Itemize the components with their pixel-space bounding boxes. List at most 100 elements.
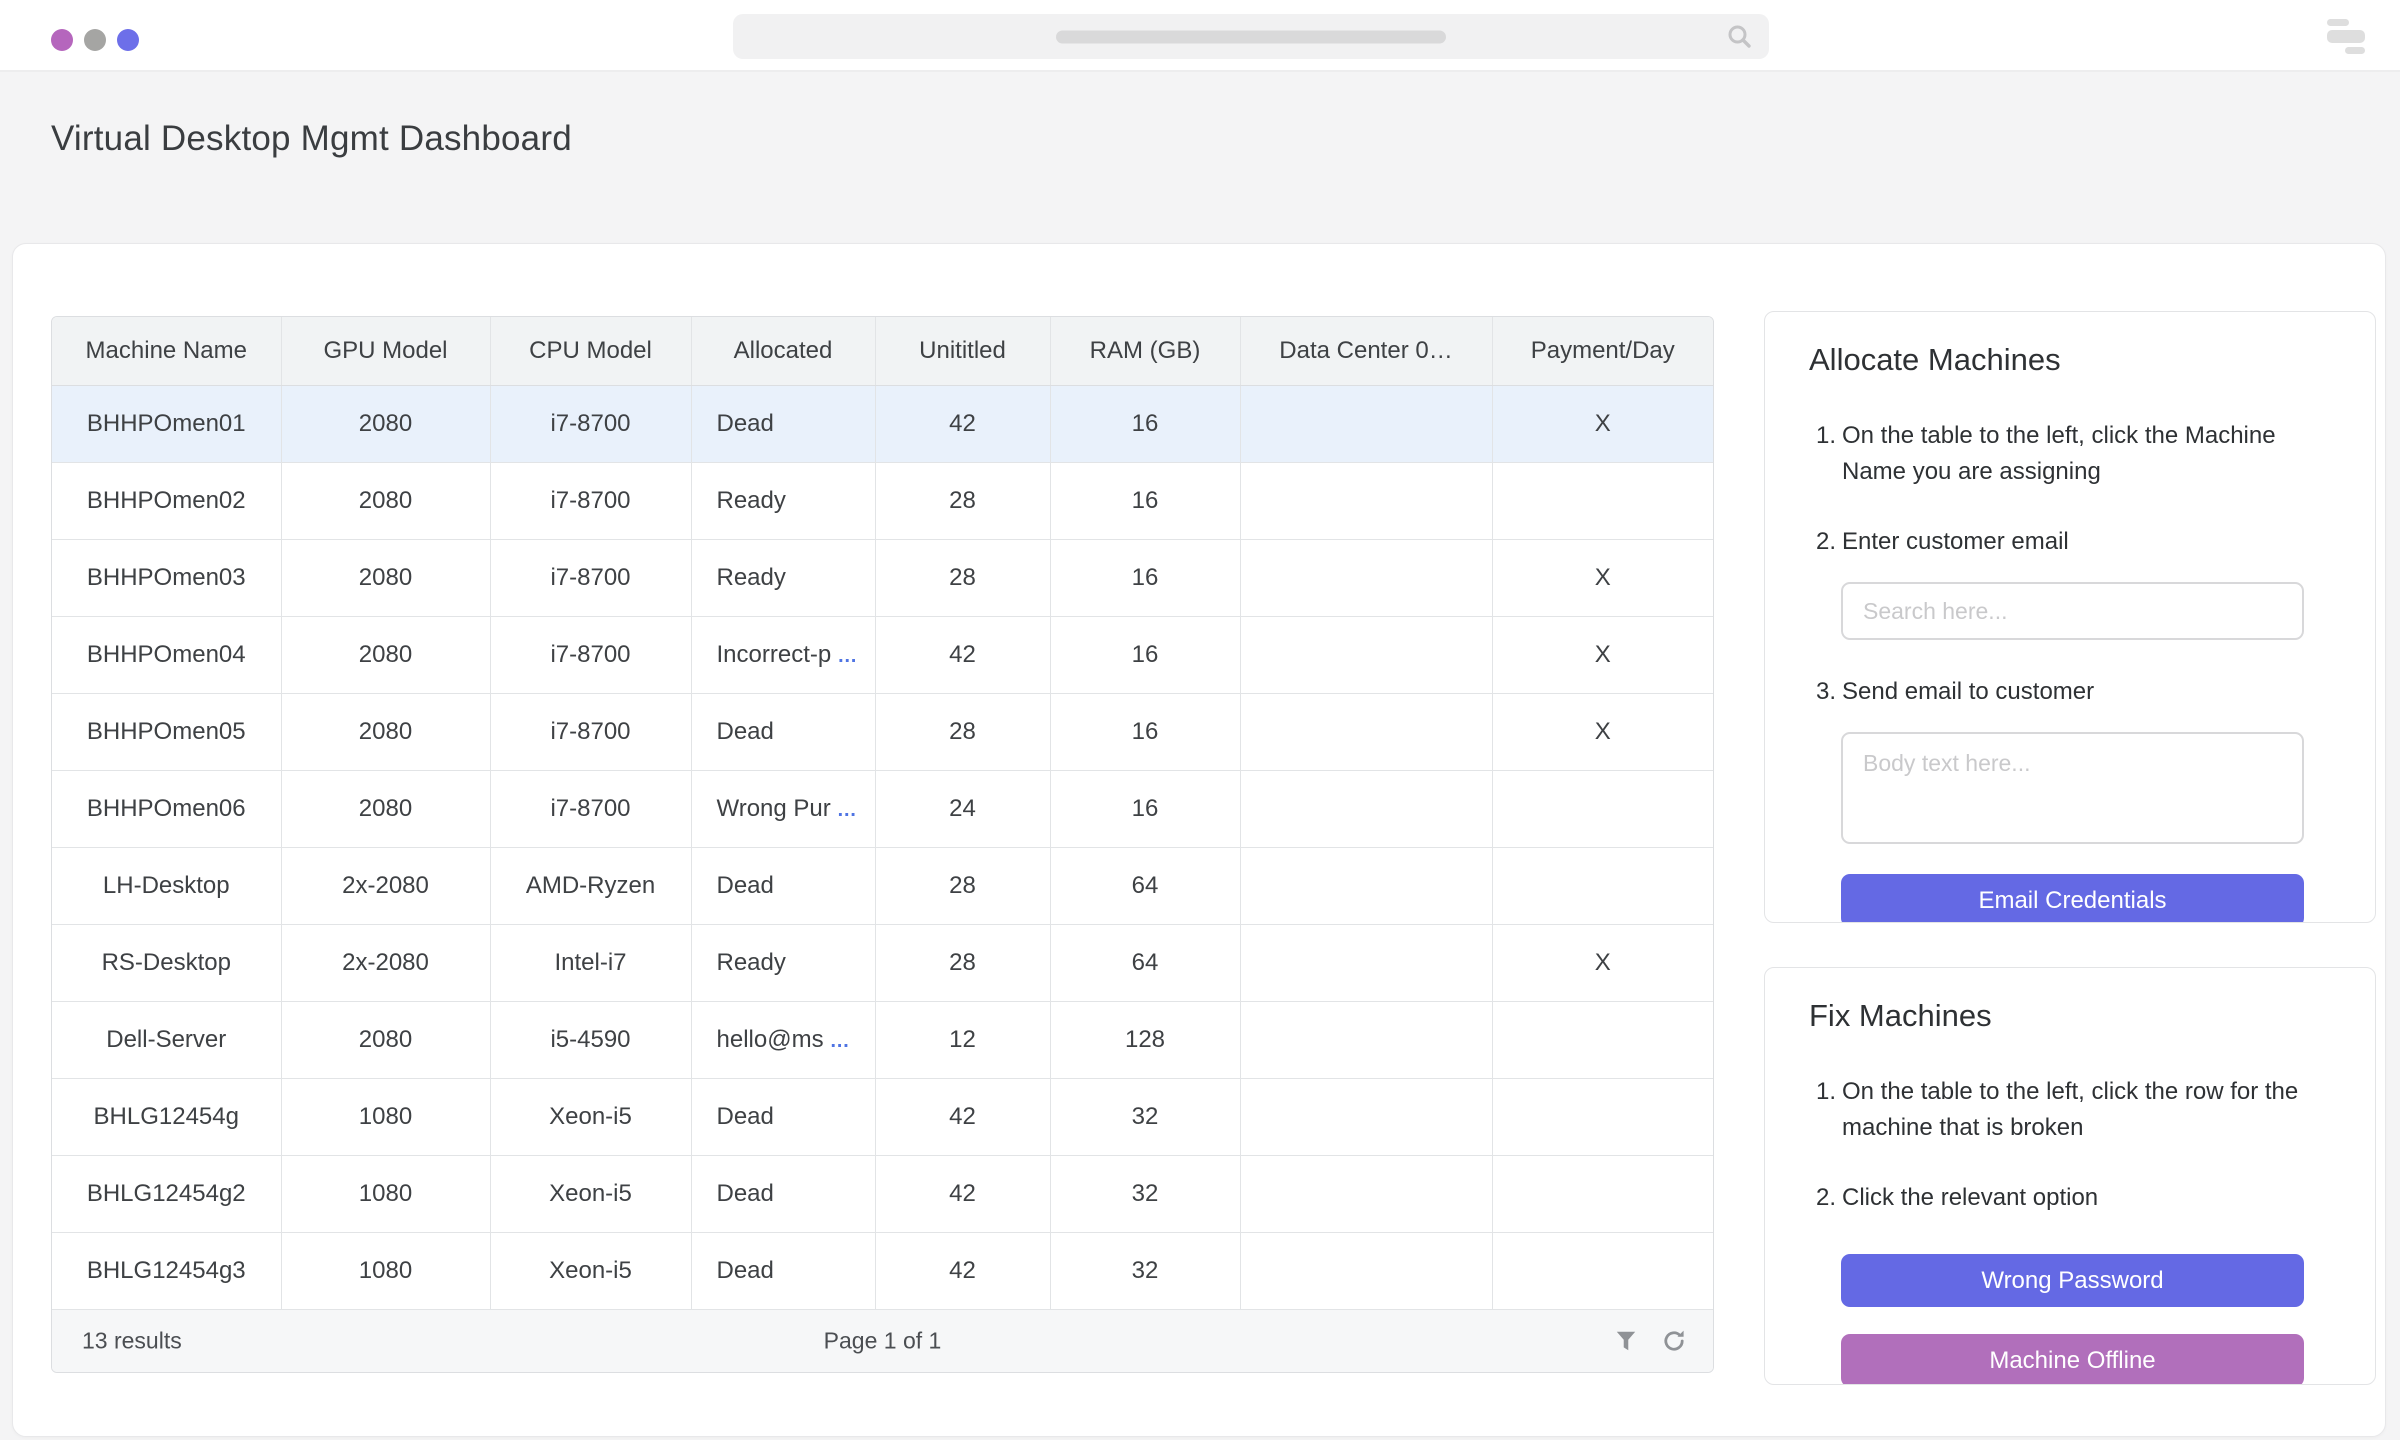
- data-center-cell[interactable]: [1240, 616, 1492, 693]
- unititled-cell[interactable]: 42: [875, 1155, 1050, 1232]
- ram-cell[interactable]: 16: [1050, 462, 1240, 539]
- allocated-cell[interactable]: Dead: [691, 1155, 875, 1232]
- email-credentials-button[interactable]: Email Credentials: [1841, 874, 2304, 923]
- cpu-model-cell[interactable]: Xeon-i5: [490, 1078, 691, 1155]
- data-center-cell[interactable]: [1240, 462, 1492, 539]
- gpu-model-cell[interactable]: 2x-2080: [281, 924, 490, 1001]
- unititled-cell[interactable]: 12: [875, 1001, 1050, 1078]
- gpu-model-cell[interactable]: 1080: [281, 1078, 490, 1155]
- ram-cell[interactable]: 32: [1050, 1232, 1240, 1309]
- ram-cell[interactable]: 64: [1050, 924, 1240, 1001]
- payment-cell[interactable]: [1492, 770, 1713, 847]
- machine-name-cell[interactable]: BHHPOmen04: [52, 616, 281, 693]
- payment-cell[interactable]: X: [1492, 385, 1713, 462]
- data-center-cell[interactable]: [1240, 385, 1492, 462]
- table-row[interactable]: BHHPOmen022080i7-8700Ready2816: [52, 462, 1713, 539]
- payment-cell[interactable]: X: [1492, 539, 1713, 616]
- truncation-ellipsis[interactable]: …: [837, 645, 858, 667]
- table-row[interactable]: BHLG12454g1080Xeon-i5Dead4232: [52, 1078, 1713, 1155]
- dot-gray[interactable]: [84, 29, 106, 51]
- allocated-cell[interactable]: hello@ms…: [691, 1001, 875, 1078]
- table-row[interactable]: RS-Desktop2x-2080Intel-i7Ready2864X: [52, 924, 1713, 1001]
- machine-name-cell[interactable]: Dell-Server: [52, 1001, 281, 1078]
- data-center-cell[interactable]: [1240, 924, 1492, 1001]
- machine-name-cell[interactable]: BHHPOmen05: [52, 693, 281, 770]
- ram-cell[interactable]: 16: [1050, 693, 1240, 770]
- cpu-model-cell[interactable]: i7-8700: [490, 693, 691, 770]
- payment-cell[interactable]: X: [1492, 693, 1713, 770]
- gpu-model-cell[interactable]: 2080: [281, 462, 490, 539]
- allocated-cell[interactable]: Dead: [691, 847, 875, 924]
- gpu-model-cell[interactable]: 2080: [281, 1001, 490, 1078]
- data-center-cell[interactable]: [1240, 770, 1492, 847]
- table-row[interactable]: BHHPOmen042080i7-8700Incorrect-p…4216X: [52, 616, 1713, 693]
- payment-cell[interactable]: X: [1492, 924, 1713, 1001]
- allocated-cell[interactable]: Ready: [691, 539, 875, 616]
- unititled-cell[interactable]: 42: [875, 1078, 1050, 1155]
- ram-cell[interactable]: 32: [1050, 1078, 1240, 1155]
- customer-email-input[interactable]: [1841, 582, 2304, 640]
- gpu-model-cell[interactable]: 2080: [281, 385, 490, 462]
- data-center-cell[interactable]: [1240, 539, 1492, 616]
- payment-cell[interactable]: [1492, 1232, 1713, 1309]
- table-row[interactable]: Dell-Server2080i5-4590hello@ms…12128: [52, 1001, 1713, 1078]
- unititled-cell[interactable]: 28: [875, 539, 1050, 616]
- cpu-model-cell[interactable]: i7-8700: [490, 462, 691, 539]
- refresh-icon[interactable]: [1661, 1328, 1687, 1354]
- payment-cell[interactable]: [1492, 847, 1713, 924]
- cpu-model-cell[interactable]: i7-8700: [490, 385, 691, 462]
- unititled-cell[interactable]: 42: [875, 385, 1050, 462]
- truncation-ellipsis[interactable]: …: [837, 799, 858, 821]
- table-row[interactable]: BHLG12454g31080Xeon-i5Dead4232: [52, 1232, 1713, 1309]
- gpu-model-cell[interactable]: 2080: [281, 693, 490, 770]
- allocated-cell[interactable]: Dead: [691, 1232, 875, 1309]
- unititled-cell[interactable]: 28: [875, 847, 1050, 924]
- dot-purple[interactable]: [51, 29, 73, 51]
- machine-offline-button[interactable]: Machine Offline: [1841, 1334, 2304, 1385]
- table-row[interactable]: BHLG12454g21080Xeon-i5Dead4232: [52, 1155, 1713, 1232]
- gpu-model-cell[interactable]: 1080: [281, 1155, 490, 1232]
- ram-cell[interactable]: 16: [1050, 539, 1240, 616]
- cpu-model-cell[interactable]: i7-8700: [490, 539, 691, 616]
- gpu-model-cell[interactable]: 2x-2080: [281, 847, 490, 924]
- allocated-cell[interactable]: Dead: [691, 385, 875, 462]
- ram-cell[interactable]: 32: [1050, 1155, 1240, 1232]
- column-header[interactable]: CPU Model: [490, 317, 691, 385]
- ram-cell[interactable]: 128: [1050, 1001, 1240, 1078]
- machine-name-cell[interactable]: BHLG12454g: [52, 1078, 281, 1155]
- unititled-cell[interactable]: 42: [875, 616, 1050, 693]
- data-center-cell[interactable]: [1240, 1155, 1492, 1232]
- cpu-model-cell[interactable]: i7-8700: [490, 616, 691, 693]
- payment-cell[interactable]: [1492, 1001, 1713, 1078]
- cpu-model-cell[interactable]: i5-4590: [490, 1001, 691, 1078]
- machine-name-cell[interactable]: BHHPOmen03: [52, 539, 281, 616]
- truncation-ellipsis[interactable]: …: [830, 1030, 851, 1052]
- gpu-model-cell[interactable]: 1080: [281, 1232, 490, 1309]
- cpu-model-cell[interactable]: Xeon-i5: [490, 1155, 691, 1232]
- table-row[interactable]: BHHPOmen012080i7-8700Dead4216X: [52, 385, 1713, 462]
- search-icon[interactable]: [1726, 23, 1753, 50]
- machine-name-cell[interactable]: LH-Desktop: [52, 847, 281, 924]
- cpu-model-cell[interactable]: Xeon-i5: [490, 1232, 691, 1309]
- wrong-password-button[interactable]: Wrong Password: [1841, 1254, 2304, 1307]
- gpu-model-cell[interactable]: 2080: [281, 616, 490, 693]
- machine-name-cell[interactable]: RS-Desktop: [52, 924, 281, 1001]
- unititled-cell[interactable]: 28: [875, 924, 1050, 1001]
- payment-cell[interactable]: [1492, 462, 1713, 539]
- table-row[interactable]: BHHPOmen062080i7-8700Wrong Pur…2416: [52, 770, 1713, 847]
- ram-cell[interactable]: 16: [1050, 770, 1240, 847]
- email-body-textarea[interactable]: [1841, 732, 2304, 844]
- allocated-cell[interactable]: Wrong Pur…: [691, 770, 875, 847]
- unititled-cell[interactable]: 42: [875, 1232, 1050, 1309]
- cpu-model-cell[interactable]: AMD-Ryzen: [490, 847, 691, 924]
- machine-name-cell[interactable]: BHLG12454g3: [52, 1232, 281, 1309]
- table-row[interactable]: BHHPOmen052080i7-8700Dead2816X: [52, 693, 1713, 770]
- column-header[interactable]: Data Center 0…: [1240, 317, 1492, 385]
- unititled-cell[interactable]: 28: [875, 693, 1050, 770]
- data-center-cell[interactable]: [1240, 1078, 1492, 1155]
- column-header[interactable]: GPU Model: [281, 317, 490, 385]
- column-header[interactable]: Payment/Day: [1492, 317, 1713, 385]
- payment-cell[interactable]: X: [1492, 616, 1713, 693]
- unititled-cell[interactable]: 24: [875, 770, 1050, 847]
- machine-name-cell[interactable]: BHHPOmen01: [52, 385, 281, 462]
